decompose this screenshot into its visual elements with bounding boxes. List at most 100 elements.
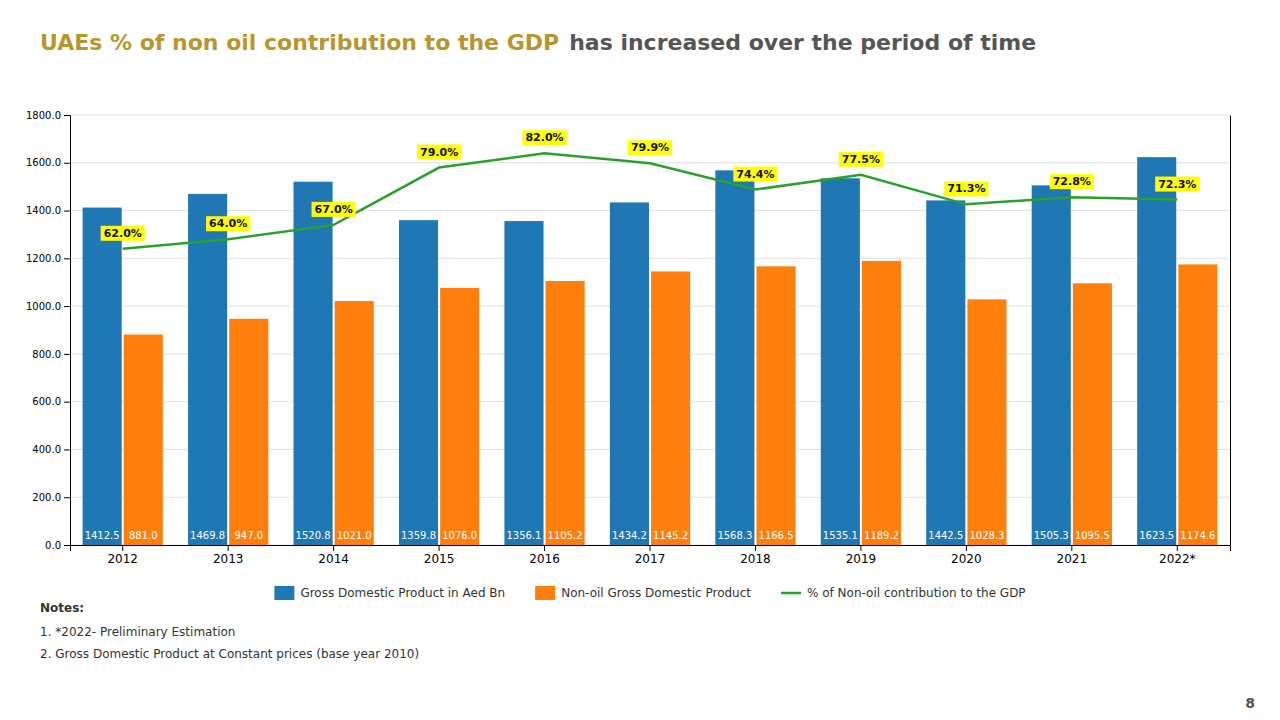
y-tick: 1200.0 bbox=[26, 253, 70, 264]
bar-label: 1442.5 bbox=[928, 530, 963, 541]
bar bbox=[1032, 185, 1071, 545]
x-tick: 2018 bbox=[740, 545, 771, 566]
bar-label: 947.0 bbox=[234, 530, 263, 541]
bar-label: 1021.0 bbox=[337, 530, 372, 541]
legend-label: % of Non-oil contribution to the GDP bbox=[807, 586, 1026, 600]
line-label-bg bbox=[1050, 174, 1094, 189]
title: UAEs % of non oil contribution to the GD… bbox=[40, 30, 559, 55]
x-tick: 2019 bbox=[846, 545, 877, 566]
y-tick-mark bbox=[64, 211, 70, 212]
y-tick: 0.0 bbox=[45, 540, 70, 551]
bar bbox=[83, 208, 122, 545]
line-label: 71.3% bbox=[947, 182, 985, 195]
y2-axis bbox=[1230, 116, 1231, 546]
x-tick-label: 2016 bbox=[529, 552, 560, 566]
y-tick-label: 200.0 bbox=[32, 492, 61, 503]
bar-label: 881.0 bbox=[129, 530, 158, 541]
marks bbox=[83, 153, 1218, 545]
line-label: 77.5% bbox=[842, 153, 880, 166]
bar-label: 1568.3 bbox=[717, 530, 752, 541]
y-tick-label: 600.0 bbox=[32, 396, 61, 407]
bar-label: 1505.3 bbox=[1034, 530, 1069, 541]
x-tick-label: 2012 bbox=[107, 552, 138, 566]
x-tick: 2015 bbox=[424, 545, 455, 566]
y2-axis-line bbox=[1230, 116, 1231, 546]
bar bbox=[715, 170, 754, 545]
bar bbox=[1073, 283, 1112, 545]
bar-label: 1623.5 bbox=[1139, 530, 1174, 541]
x-tick-mark bbox=[755, 545, 756, 551]
bar bbox=[124, 335, 163, 545]
note: Notes: bbox=[40, 601, 84, 615]
y-tick-label: 1600.0 bbox=[26, 157, 61, 168]
line-label-bg bbox=[101, 226, 145, 241]
y-tick-mark bbox=[64, 545, 70, 546]
line-label: 67.0% bbox=[315, 203, 353, 216]
y-tick-label: 1800.0 bbox=[26, 110, 61, 121]
x-tick-mark bbox=[966, 545, 967, 551]
x-tick: 2012 bbox=[107, 545, 138, 566]
x-tick-mark bbox=[122, 545, 123, 551]
bar bbox=[335, 301, 374, 545]
x-tick-label: 2013 bbox=[213, 552, 244, 566]
bar-label: 1174.6 bbox=[1180, 530, 1215, 541]
x-tick: 2021 bbox=[1057, 545, 1088, 566]
y-tick-label: 1200.0 bbox=[26, 253, 61, 264]
x-tick: 2017 bbox=[635, 545, 666, 566]
x-axis-line bbox=[71, 546, 1231, 552]
line-label-bg bbox=[944, 181, 988, 196]
x-tick-label: 2020 bbox=[951, 552, 982, 566]
legend-label: Gross Domestic Product in Aed Bn bbox=[300, 586, 505, 600]
line-label-bg bbox=[1155, 177, 1199, 192]
y-tick: 1800.0 bbox=[26, 110, 70, 121]
bar bbox=[1178, 264, 1217, 545]
x-tick-label: 2018 bbox=[740, 552, 771, 566]
legend: Gross Domestic Product in Aed Bn Non-oil … bbox=[274, 586, 1025, 600]
bar bbox=[821, 178, 860, 545]
line-label-bg bbox=[628, 140, 672, 155]
x-tick-mark bbox=[1177, 545, 1178, 551]
legend-item: Non-oil Gross Domestic Product bbox=[535, 586, 751, 600]
x-tick-label: 2017 bbox=[635, 552, 666, 566]
x-tick-label: 2014 bbox=[318, 552, 349, 566]
grid bbox=[70, 115, 1230, 545]
line-label: 72.8% bbox=[1053, 175, 1091, 188]
bar-label: 1535.1 bbox=[823, 530, 858, 541]
x-tick-mark bbox=[333, 545, 334, 551]
bar bbox=[651, 271, 690, 545]
bar bbox=[967, 299, 1006, 545]
y-tick: 800.0 bbox=[32, 349, 70, 360]
x-tick-mark bbox=[860, 545, 861, 551]
bar-label: 1434.2 bbox=[612, 530, 647, 541]
bar bbox=[1137, 157, 1176, 545]
y-tick-mark bbox=[64, 115, 70, 116]
legend-item: % of Non-oil contribution to the GDP bbox=[781, 586, 1026, 600]
x-tick-mark bbox=[439, 545, 440, 551]
line-label: 74.4% bbox=[736, 168, 774, 181]
legend-swatch bbox=[781, 592, 801, 595]
bar bbox=[188, 194, 227, 545]
x-tick-label: 2021 bbox=[1057, 552, 1088, 566]
y-tick-label: 0.0 bbox=[45, 540, 61, 551]
y-tick-label: 1400.0 bbox=[26, 205, 61, 216]
bar bbox=[756, 266, 795, 545]
bar bbox=[294, 182, 333, 545]
x-tick: 2013 bbox=[213, 545, 244, 566]
line-label: 72.3% bbox=[1158, 178, 1196, 191]
bar bbox=[862, 261, 901, 545]
x-tick: 2014 bbox=[318, 545, 349, 566]
line-label: 82.0% bbox=[525, 131, 563, 144]
bar-label: 1145.2 bbox=[653, 530, 688, 541]
line bbox=[123, 153, 1178, 249]
bar bbox=[399, 220, 438, 545]
line-label-bg bbox=[206, 216, 250, 231]
x-tick: 2020 bbox=[951, 545, 982, 566]
legend-label: Non-oil Gross Domestic Product bbox=[561, 586, 751, 600]
page-number: 8 bbox=[1245, 695, 1255, 711]
bar-label: 1520.8 bbox=[296, 530, 331, 541]
bar-label: 1359.8 bbox=[401, 530, 436, 541]
x-tick: 2016 bbox=[529, 545, 560, 566]
y-tick-mark bbox=[64, 306, 70, 307]
bar bbox=[229, 319, 268, 545]
x-tick-mark bbox=[228, 545, 229, 551]
